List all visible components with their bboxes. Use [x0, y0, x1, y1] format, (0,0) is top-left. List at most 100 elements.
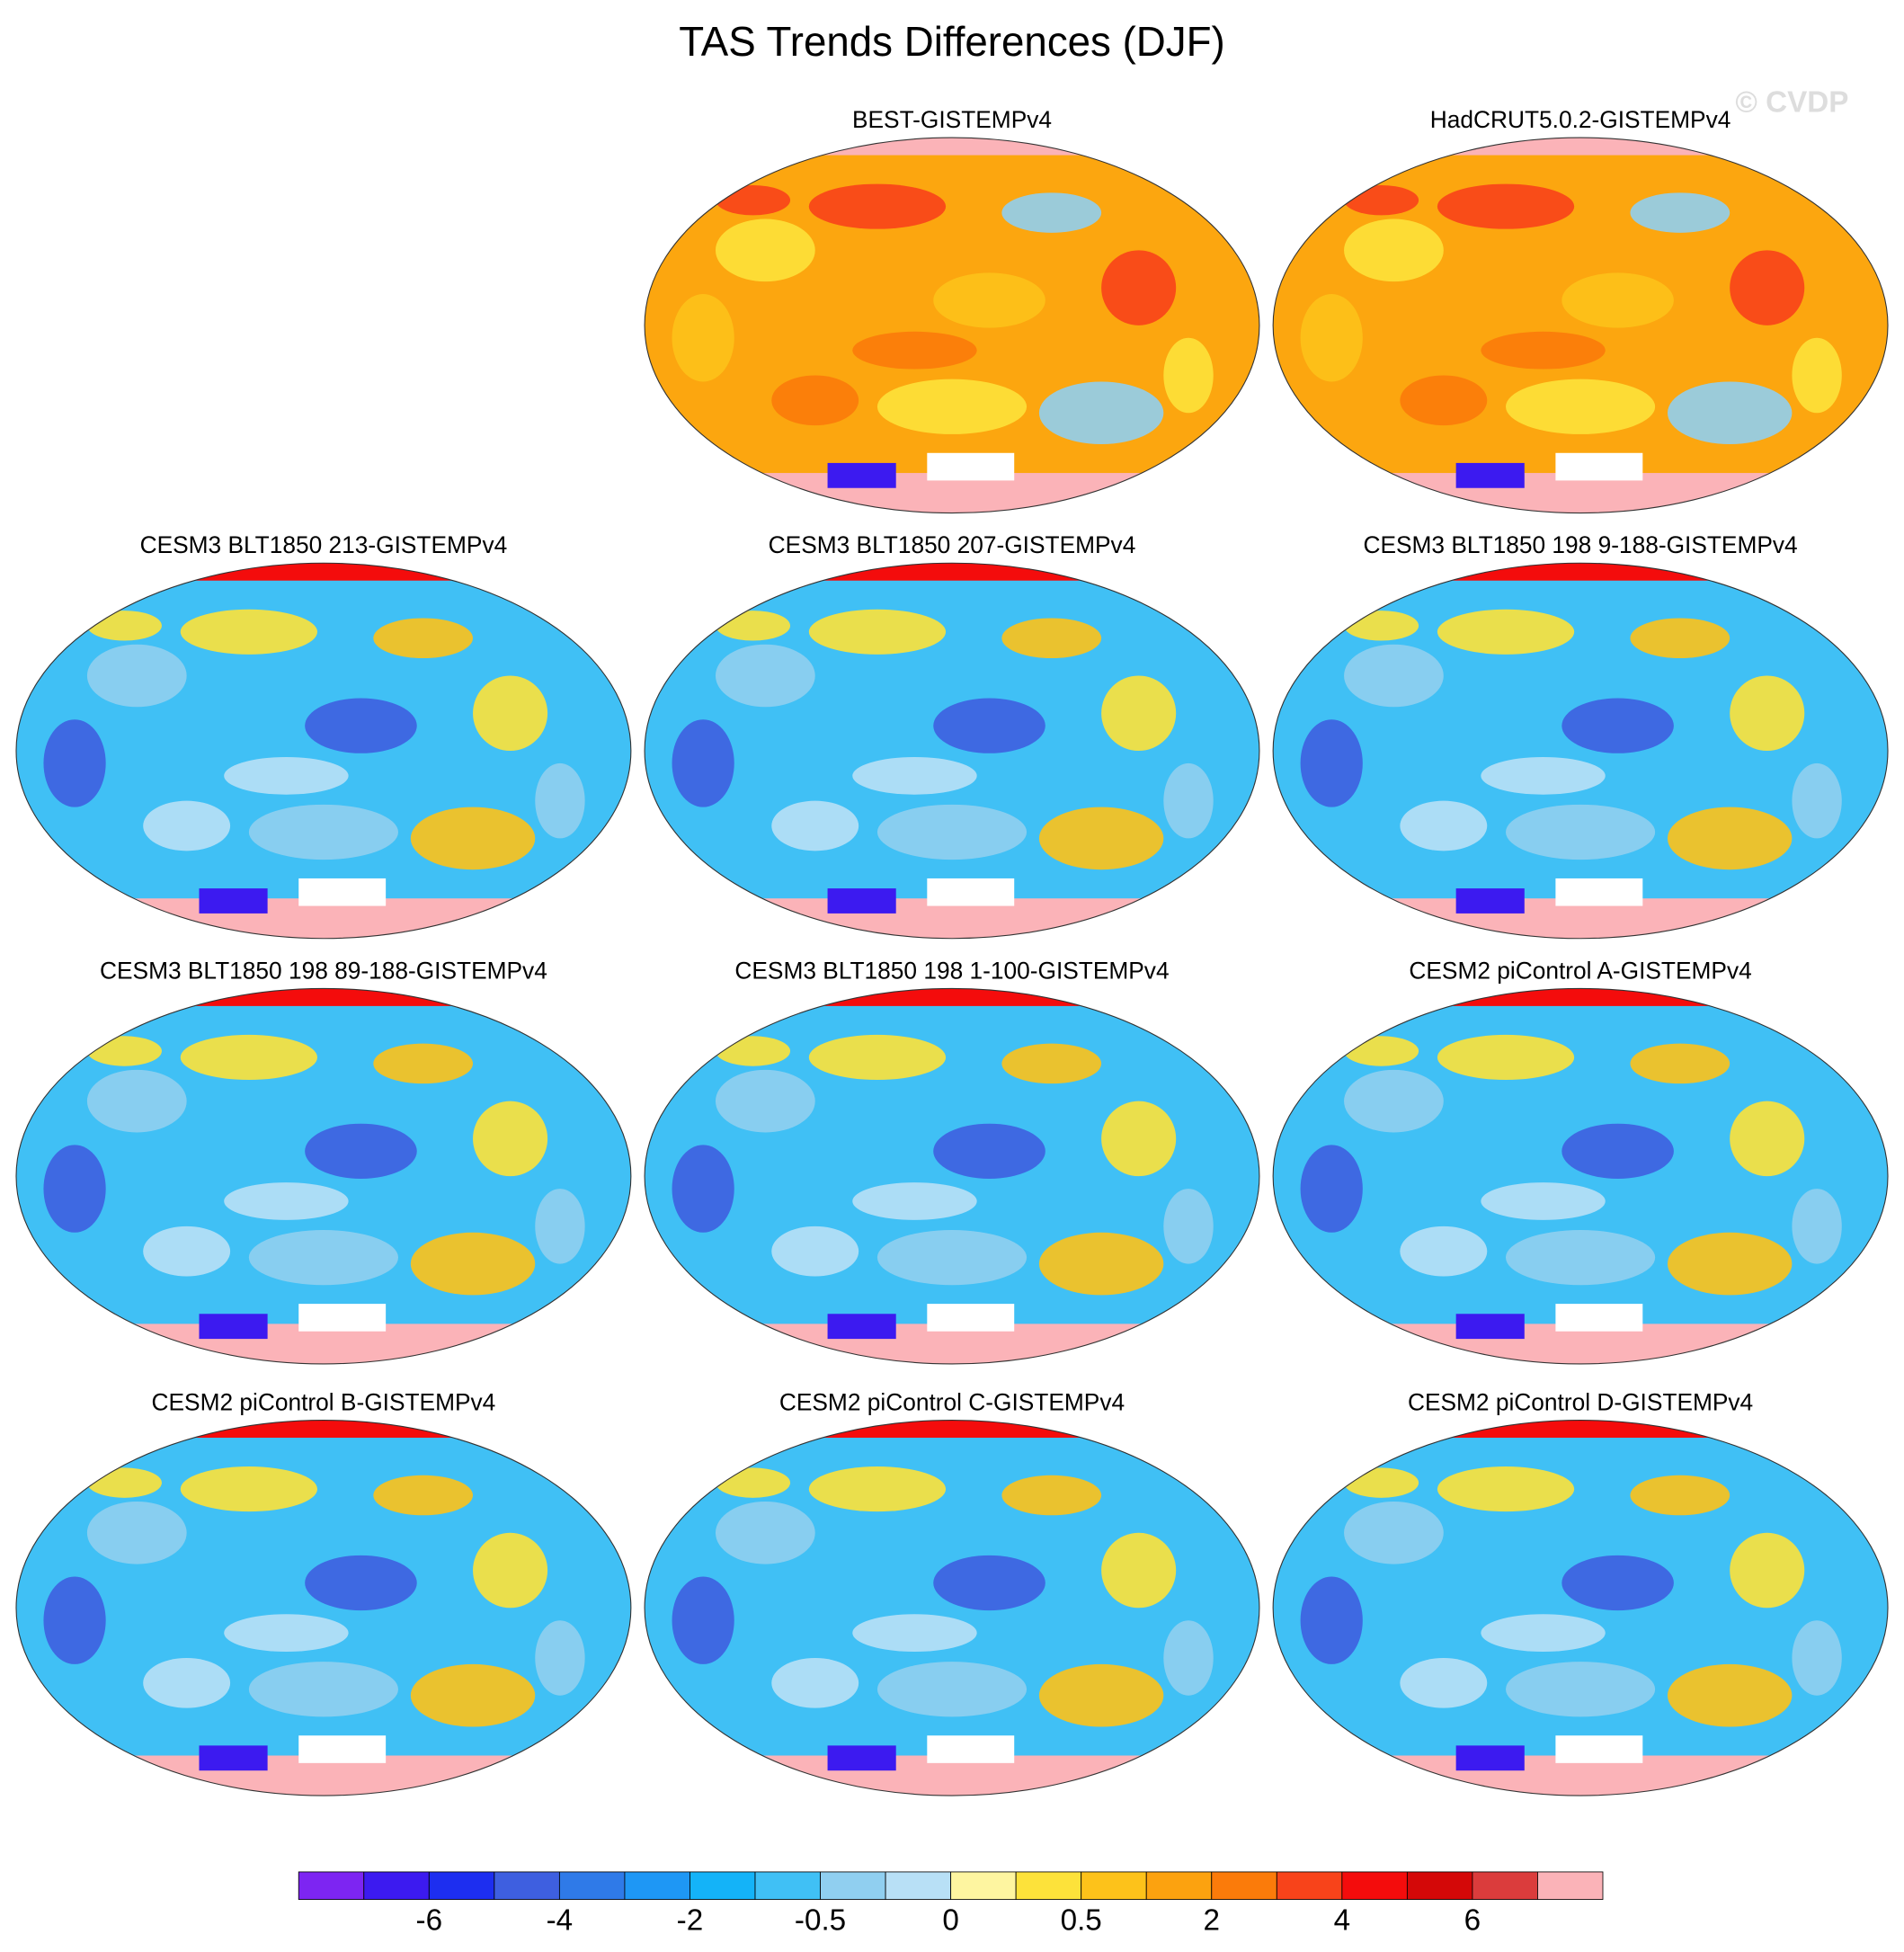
map-anomaly [852, 756, 977, 795]
map-anomaly [1506, 379, 1656, 434]
map-anomaly [410, 1232, 536, 1296]
antarctic-cold [827, 1314, 896, 1340]
map-anomaly [1163, 337, 1214, 414]
colorbar-box [558, 1871, 626, 1900]
map-border [15, 987, 632, 1365]
map-anomaly [1792, 1620, 1842, 1696]
colorbar-box [1015, 1871, 1082, 1900]
map-anomaly [1561, 698, 1674, 753]
arctic-band [15, 988, 631, 1006]
map-anomaly [1344, 611, 1419, 641]
map-border [644, 1419, 1260, 1796]
arctic-band [15, 563, 631, 581]
map-anomaly [1101, 250, 1177, 325]
map-panel: CESM2 piControl B-GISTEMPv4 [15, 1388, 632, 1796]
antarctic-gap [927, 452, 1015, 481]
map-border [644, 562, 1260, 940]
antarctic-cold [199, 1314, 268, 1340]
antarctic-cold [1455, 1745, 1525, 1771]
panel-title: CESM3 BLT1850 198 89-188-GISTEMPv4 [100, 957, 547, 984]
map-anomaly [535, 1620, 585, 1696]
map-anomaly [305, 1555, 417, 1611]
antarctic-gap [927, 1735, 1015, 1763]
panel-title: CESM3 BLT1850 198 9-188-GISTEMPv4 [1363, 531, 1797, 558]
colorbar-box [494, 1871, 560, 1900]
antarctic-gap [1555, 452, 1643, 481]
map-anomaly [410, 1663, 536, 1727]
map-anomaly [808, 1034, 947, 1081]
map-anomaly [43, 1145, 106, 1233]
map-anomaly [1667, 1232, 1793, 1296]
map-anomaly [1163, 1189, 1214, 1264]
map-anomaly [715, 1467, 791, 1498]
map-anomaly [1792, 762, 1842, 839]
map-anomaly [248, 804, 398, 860]
map-anomaly [1300, 1145, 1363, 1233]
antarctic-gap [1555, 878, 1643, 906]
map-anomaly [473, 675, 548, 751]
map-anomaly [1481, 331, 1606, 370]
colorbar-label: 0.5 [1061, 1903, 1102, 1937]
antarctic-gap [298, 1735, 387, 1763]
map-anomaly [1038, 381, 1164, 445]
arctic-band [1273, 563, 1889, 581]
map-anomaly [672, 719, 734, 807]
map-border [15, 1419, 632, 1796]
antarctic-gap [1555, 1735, 1643, 1763]
antarctic-cold [827, 888, 896, 914]
map-anomaly [1730, 1101, 1805, 1177]
map-anomaly [86, 1467, 162, 1498]
colorbar-box [1406, 1871, 1473, 1900]
map-anomaly [1344, 218, 1444, 282]
colorbar-box [624, 1871, 690, 1900]
map-anomaly [373, 1475, 474, 1516]
map-anomaly [1163, 762, 1214, 839]
map-border [15, 562, 632, 940]
map-anomaly [1630, 192, 1731, 233]
colorbar-box [363, 1871, 430, 1900]
map-anomaly [933, 1123, 1045, 1179]
antarctic-cold [1455, 1314, 1525, 1340]
map-anomaly [1667, 807, 1793, 870]
map-anomaly [1481, 1182, 1606, 1220]
map-anomaly [715, 1036, 791, 1066]
map-anomaly [1506, 1230, 1656, 1286]
arctic-band [15, 1420, 631, 1439]
map-anomaly [808, 609, 947, 655]
map-anomaly [143, 1657, 231, 1708]
map-anomaly [1344, 1036, 1419, 1066]
colorbar-box [950, 1871, 1017, 1900]
colorbar-box [1341, 1871, 1408, 1900]
map-border [1272, 1419, 1889, 1796]
panel-title: CESM3 BLT1850 213-GISTEMPv4 [140, 531, 508, 558]
panel-title: CESM2 piControl A-GISTEMPv4 [1409, 957, 1751, 984]
map-anomaly [1437, 609, 1575, 655]
map-anomaly [715, 644, 815, 708]
map-anomaly [715, 1069, 815, 1133]
map-anomaly [1506, 1662, 1656, 1717]
panel-title: CESM2 piControl C-GISTEMPv4 [779, 1388, 1125, 1415]
colorbar-box [754, 1871, 821, 1900]
map-anomaly [715, 1502, 815, 1564]
map-anomaly [1038, 807, 1164, 870]
arctic-band [1273, 1420, 1889, 1439]
map-anomaly [86, 644, 187, 708]
arctic-band [1273, 988, 1889, 1006]
map-anomaly [1630, 1475, 1731, 1516]
map-panel: BEST-GISTEMPv4 [644, 106, 1260, 514]
colorbar-label: -2 [677, 1903, 704, 1937]
map-anomaly [771, 800, 859, 851]
map-panel: CESM2 piControl D-GISTEMPv4 [1272, 1388, 1889, 1796]
map-anomaly [86, 611, 162, 641]
map-anomaly [1400, 1226, 1488, 1277]
map-anomaly [1101, 675, 1177, 751]
map-panel: CESM3 BLT1850 198 89-188-GISTEMPv4 [15, 957, 632, 1365]
map-anomaly [1344, 644, 1444, 708]
arctic-band [645, 138, 1259, 156]
colorbar-label: 6 [1464, 1903, 1481, 1937]
map-anomaly [1101, 1532, 1177, 1609]
map-anomaly [1792, 337, 1842, 414]
arctic-band [645, 1420, 1259, 1439]
figure-title: TAS Trends Differences (DJF) [679, 19, 1224, 65]
map-anomaly [180, 1034, 317, 1081]
